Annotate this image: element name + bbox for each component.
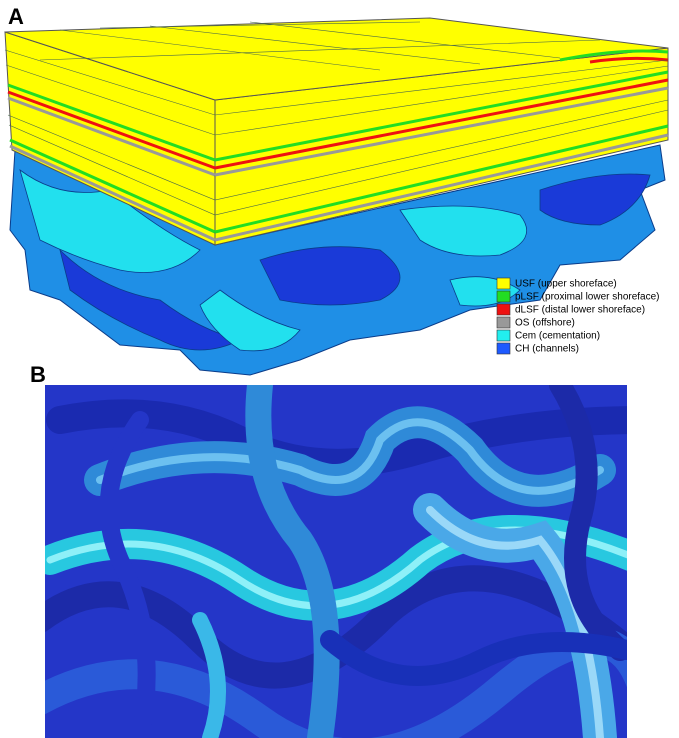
panel-label: B (30, 362, 46, 387)
legend-swatch (497, 343, 510, 354)
legend-label: dLSF (distal lower shoreface) (515, 305, 645, 316)
legend-swatch (497, 278, 510, 289)
legend-label: pLSF (proximal lower shoreface) (515, 292, 660, 303)
legend-swatch (497, 291, 510, 302)
legend-swatch (497, 317, 510, 328)
legend-swatch (497, 304, 510, 315)
legend-swatch (497, 330, 510, 341)
panel-label: A (8, 4, 24, 29)
legend-label: USF (upper shoreface) (515, 279, 617, 290)
legend-label: CH (channels) (515, 344, 579, 355)
legend-label: OS (offshore) (515, 318, 575, 329)
figure: A USF (upper shoreface) pLSF (proximal lo… (0, 0, 679, 738)
legend: USF (upper shoreface) pLSF (proximal lowe… (497, 278, 660, 355)
channel-render (40, 385, 650, 738)
legend-label: Cem (cementation) (515, 331, 600, 342)
page: {"panels": [ {"label": "A", "legend": [ … (0, 0, 679, 738)
